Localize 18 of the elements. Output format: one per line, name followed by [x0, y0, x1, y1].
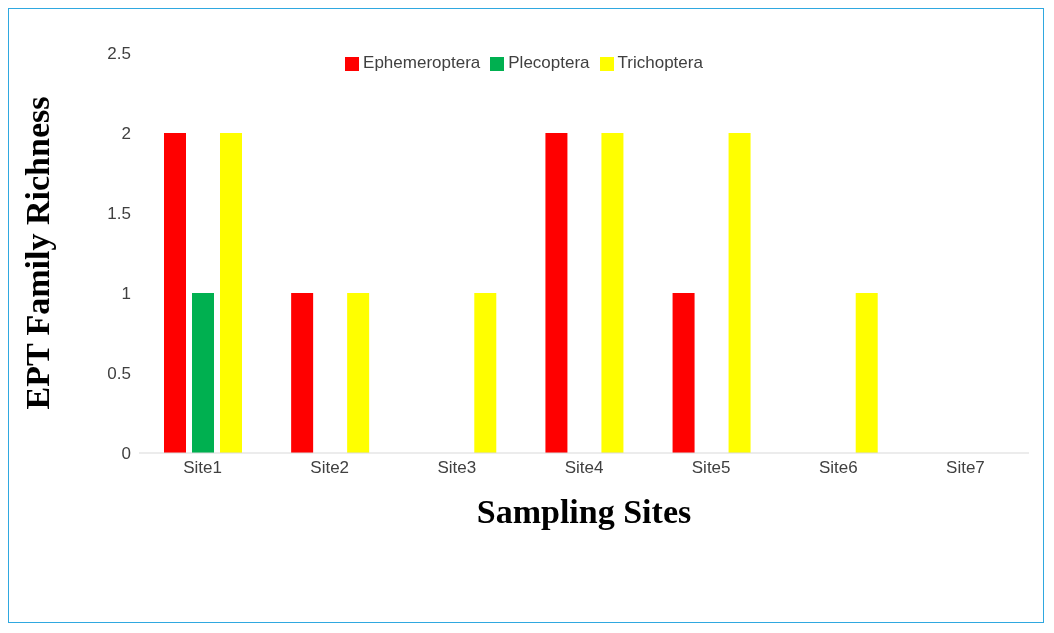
x-tick-label: Site3 [437, 458, 477, 478]
x-tick-label: Site2 [310, 458, 350, 478]
y-tick-label: 2 [121, 124, 131, 144]
x-axis-title: Sampling Sites [476, 493, 692, 530]
x-tick-label: Site5 [691, 458, 731, 478]
x-tick-label: Site4 [564, 458, 604, 478]
y-axis-title: EPT Family Richness [19, 96, 57, 410]
legend-label: Trichoptera [617, 53, 703, 72]
y-tick-label: 1 [121, 284, 131, 304]
y-tick-label: 1.5 [107, 204, 131, 224]
y-tick-label: 2.5 [107, 44, 131, 64]
y-tick-label: 0 [121, 444, 131, 464]
legend-label: Plecoptera [508, 53, 590, 72]
x-tick-label: Site6 [818, 458, 858, 478]
x-tick-label: Site1 [183, 458, 222, 478]
x-tick-label: Site7 [946, 458, 985, 478]
legend-label: Ephemeroptera [363, 53, 481, 72]
y-tick-label: 0.5 [107, 364, 131, 384]
